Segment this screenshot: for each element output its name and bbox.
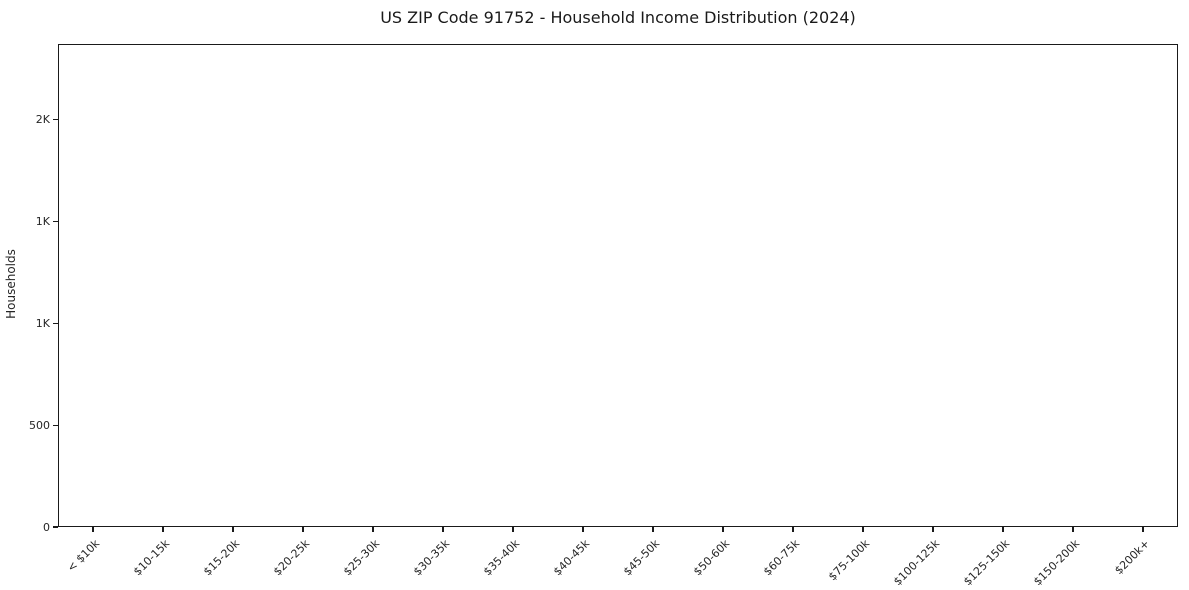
x-tick-mark [162,527,164,532]
x-tick-mark [442,527,444,532]
x-tick-mark [512,527,514,532]
x-tick-mark [1072,527,1074,532]
y-tick-label: 1K [35,214,50,228]
x-tick-mark [1002,527,1004,532]
x-tick-mark [862,527,864,532]
x-tick-mark [652,527,654,532]
x-tick-mark [92,527,94,532]
x-tick-label: < $10k [64,537,103,575]
plot-border [58,44,1178,527]
chart-title: US ZIP Code 91752 - Household Income Dis… [380,8,856,27]
y-tick-label: 0 [43,520,50,534]
x-tick-mark [1142,527,1144,532]
x-tick-mark [372,527,374,532]
y-axis-label: Households [4,249,18,319]
x-tick-mark [232,527,234,532]
x-tick-mark [932,527,934,532]
x-tick-mark [582,527,584,532]
x-tick-mark [302,527,304,532]
x-tick-mark [792,527,794,532]
y-tick-label: 500 [29,418,50,432]
y-tick-mark [53,220,58,222]
y-tick-mark [53,424,58,426]
y-tick-label: 2K [35,112,50,126]
y-tick-mark [53,526,58,528]
y-tick-mark [53,118,58,120]
y-tick-mark [53,322,58,324]
x-tick-mark [722,527,724,532]
y-tick-label: 1K [35,316,50,330]
